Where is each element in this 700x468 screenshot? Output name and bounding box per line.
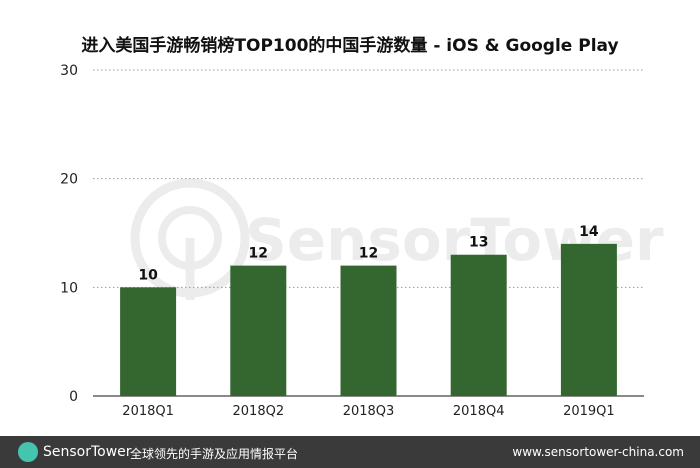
x-tick-label: 2018Q2 bbox=[233, 404, 285, 419]
y-tick-label: 30 bbox=[60, 63, 78, 79]
bar-value-label: 13 bbox=[469, 235, 488, 251]
y-tick-label: 20 bbox=[60, 172, 78, 188]
bar-value-label: 14 bbox=[579, 224, 599, 240]
bar-value-label: 10 bbox=[138, 267, 158, 283]
x-tick-label: 2019Q1 bbox=[563, 404, 615, 419]
chart-title: 进入美国手游畅销榜TOP100的中国手游数量 - iOS & Google Pl… bbox=[81, 36, 619, 56]
bar bbox=[450, 254, 507, 396]
footer-bar: SensorTower 全球领先的手游及应用情报平台 www.sensortow… bbox=[0, 436, 700, 468]
footer-website-link[interactable]: www.sensortower-china.com bbox=[512, 445, 684, 459]
y-tick-label: 0 bbox=[69, 389, 78, 405]
bar bbox=[230, 265, 287, 396]
sensortower-logo-icon bbox=[18, 442, 38, 462]
bar bbox=[340, 265, 397, 396]
x-tick-label: 2018Q1 bbox=[122, 404, 174, 419]
footer-tagline: 全球领先的手游及应用情报平台 bbox=[130, 447, 299, 461]
footer-brand: SensorTower bbox=[43, 444, 132, 460]
x-tick-label: 2018Q3 bbox=[343, 404, 395, 419]
x-tick-label: 2018Q4 bbox=[453, 404, 505, 419]
y-tick-label: 10 bbox=[60, 280, 78, 296]
bar-value-label: 12 bbox=[359, 246, 378, 262]
bar bbox=[120, 287, 177, 396]
bar-value-label: 12 bbox=[249, 246, 268, 262]
bar bbox=[560, 243, 617, 396]
